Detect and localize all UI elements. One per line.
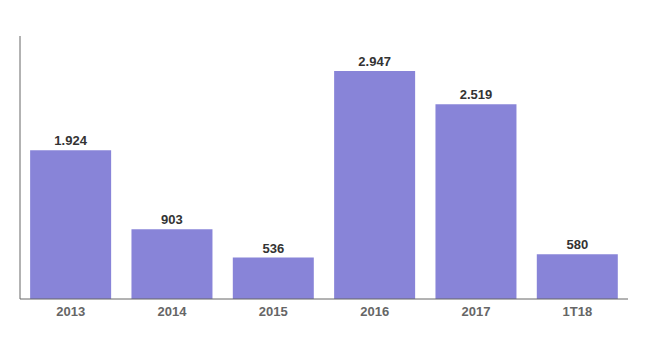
- svg-text:2013: 2013: [56, 304, 85, 319]
- svg-text:1T18: 1T18: [563, 304, 593, 319]
- svg-text:2.519: 2.519: [460, 87, 493, 102]
- svg-text:2015: 2015: [259, 304, 288, 319]
- svg-text:2014: 2014: [158, 304, 188, 319]
- svg-text:2017: 2017: [462, 304, 491, 319]
- svg-text:580: 580: [566, 237, 588, 252]
- svg-text:2.947: 2.947: [358, 54, 391, 69]
- svg-text:903: 903: [161, 212, 183, 227]
- svg-text:1.924: 1.924: [54, 133, 87, 148]
- svg-text:536: 536: [262, 241, 284, 256]
- svg-text:2016: 2016: [360, 304, 389, 319]
